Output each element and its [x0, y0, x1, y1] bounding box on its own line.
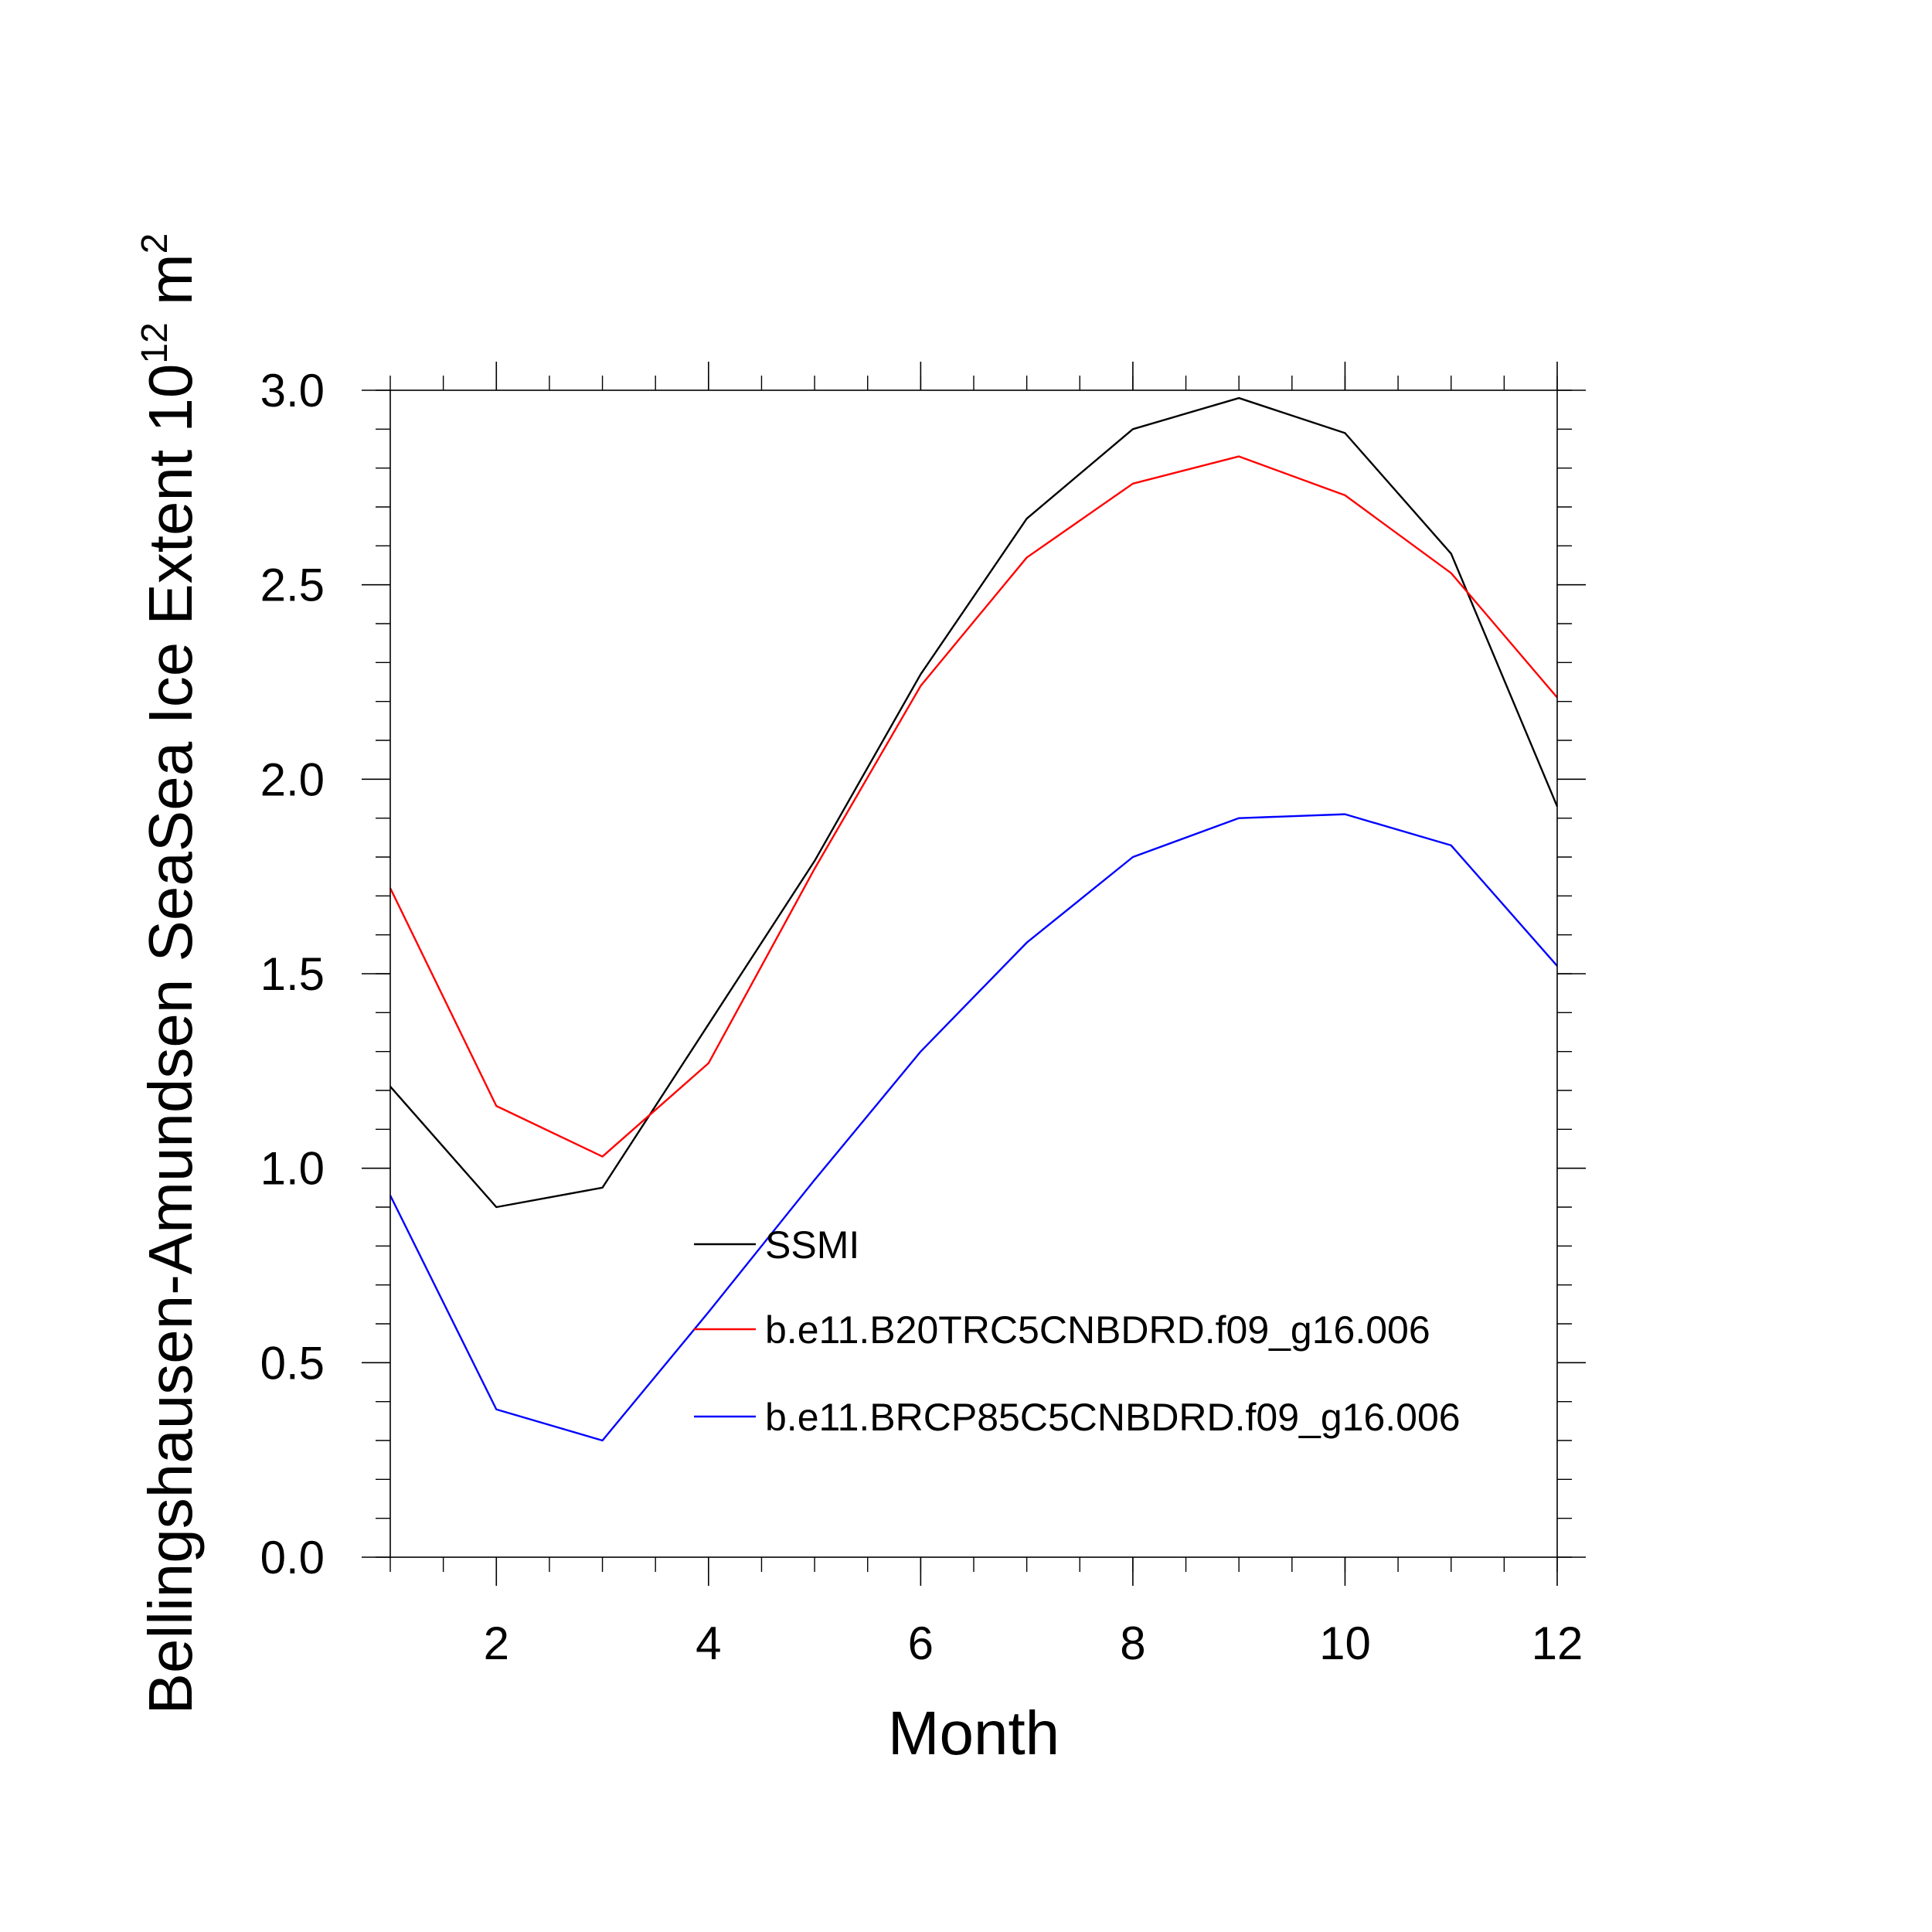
y-axis-title-unit: m	[136, 253, 205, 322]
legend-label-3: b.e11.BRCP85C5CNBDRD.f09_g16.006	[765, 1396, 1461, 1439]
y-tick-label: 3.0	[260, 365, 325, 417]
major-ticks	[362, 362, 1586, 1586]
series-lines	[389, 396, 1559, 1442]
series-line-2	[389, 455, 1558, 1158]
x-tick-label: 6	[908, 1617, 934, 1669]
y-tick-label: 1.5	[260, 948, 325, 1000]
legend-label-2: b.e11.B20TRC5CNBDRD.f09_g16.006	[765, 1308, 1430, 1352]
minor-ticks	[376, 376, 1572, 1572]
y-axis-title-main: Bellingshausen-Amundsen SeaSea Ice Exten…	[136, 364, 205, 1715]
y-tick-label: 0.5	[260, 1337, 325, 1389]
y-tick-label: 1.0	[260, 1143, 325, 1195]
x-tick-label: 12	[1532, 1617, 1583, 1669]
x-tick-labels: 2 4 6 8 10 12	[484, 1617, 1583, 1669]
y-tick-label: 2.5	[260, 560, 325, 611]
legend-label-1: SSMI	[765, 1223, 859, 1267]
x-axis-title: Month	[888, 1699, 1060, 1767]
series-line-1	[389, 396, 1559, 1209]
x-tick-label: 10	[1319, 1617, 1371, 1669]
plot-frame	[389, 389, 1558, 1558]
y-tick-label: 2.0	[260, 753, 325, 805]
legend: SSMI b.e11.B20TRC5CNBDRD.f09_g16.006 b.e11…	[694, 1223, 1461, 1439]
series-line-3	[389, 813, 1558, 1442]
y-axis-title-exponent: 12	[134, 322, 175, 363]
y-tick-label: 0.0	[260, 1532, 325, 1583]
y-axis-title-unit-exponent: 2	[134, 233, 175, 254]
x-tick-label: 4	[696, 1617, 721, 1669]
y-tick-labels: 0.0 0.5 1.0 1.5 2.0 2.5 3.0	[260, 365, 325, 1583]
x-tick-label: 8	[1120, 1617, 1145, 1669]
x-tick-label: 2	[484, 1617, 509, 1669]
y-axis-title: Bellingshausen-Amundsen SeaSea Ice Exten…	[134, 233, 205, 1715]
